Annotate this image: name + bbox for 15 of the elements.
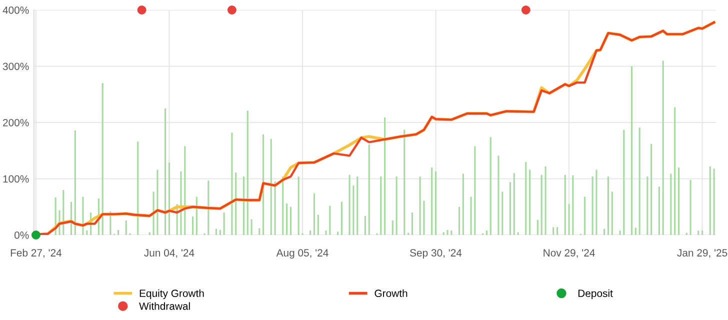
x-tick-label: Feb 27, '24 xyxy=(10,248,62,258)
x-tick-label: Jun 04, '24 xyxy=(144,249,194,258)
y-tick-label: 300% xyxy=(2,62,29,70)
legend-label: Withdrawal xyxy=(139,302,190,310)
x-tick-label: Aug 05, '24 xyxy=(276,249,328,259)
legend-label: Deposit xyxy=(578,289,613,300)
y-tick-label: 100% xyxy=(3,175,29,183)
y-tick-label: 400% xyxy=(2,6,29,14)
x-tick-label: Jan 29, '25 xyxy=(677,249,728,258)
legend-label: Growth xyxy=(374,289,408,298)
y-tick-label: 200% xyxy=(3,119,29,126)
x-tick-label: Nov 29, '24 xyxy=(544,249,595,258)
y-tick-label: 0% xyxy=(14,232,29,239)
x-tick-label: Sep 30, '24 xyxy=(410,249,462,259)
legend-label: Equity Growth xyxy=(140,289,204,300)
